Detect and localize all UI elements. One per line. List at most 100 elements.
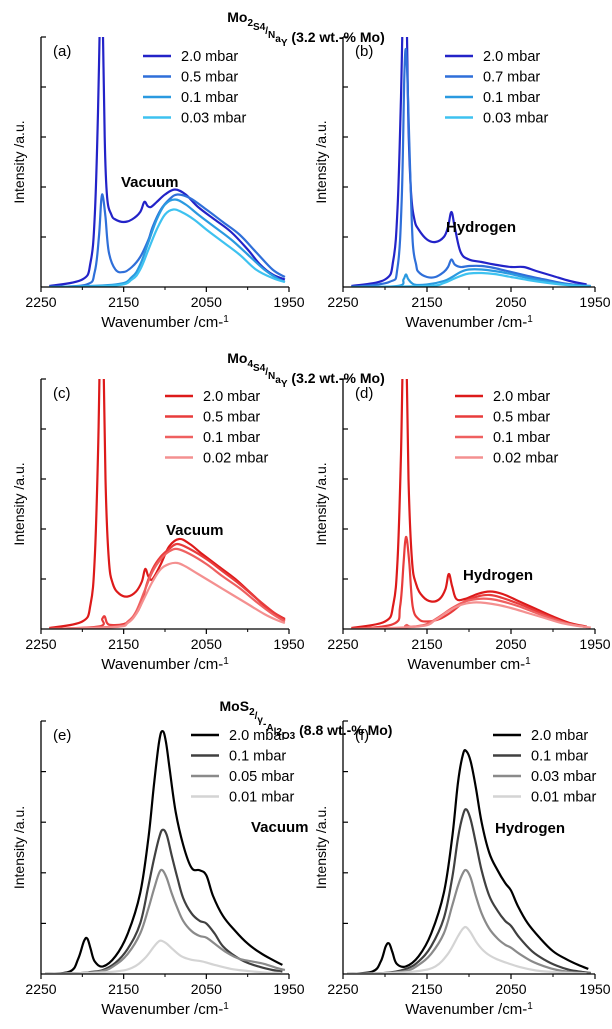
legend-entry: 0.03 mbar [181, 111, 246, 127]
legend-entry: 0.01 mbar [229, 790, 294, 806]
series-line-0.1-mbar [351, 268, 591, 287]
condition-annotation: Vacuum [251, 819, 309, 836]
y-axis-label: Intensity /a.u. [11, 806, 27, 889]
legend-entry: 0.7 mbar [483, 70, 540, 86]
panel-label: (e) [53, 727, 71, 744]
y-axis-label: Intensity /a.u. [11, 462, 27, 545]
series-line-2.0-mbar [44, 730, 283, 974]
condition-annotation: Hydrogen [495, 820, 565, 837]
panel-label: (d) [355, 385, 373, 402]
legend-entry: 0.1 mbar [493, 430, 550, 446]
series-group [351, 37, 591, 287]
series-line-0.03-mbar [351, 271, 591, 287]
legend-entry: 0.02 mbar [493, 451, 558, 467]
legend-entry: 2.0 mbar [229, 728, 286, 744]
x-tick-label: 1950 [273, 294, 304, 310]
series-line-0.03-mbar [347, 868, 591, 974]
series-group [49, 37, 286, 287]
panel-label: (f) [355, 727, 369, 744]
series-line-0.01-mbar [45, 939, 281, 974]
x-tick-label: 1950 [579, 294, 610, 310]
legend-entry: 0.03 mbar [483, 111, 548, 127]
series-line-2.0-mbar [49, 379, 286, 629]
panel-label: (c) [53, 385, 71, 402]
x-tick-label: 2250 [25, 294, 56, 310]
x-tick-label: 1950 [579, 636, 610, 652]
series-group [351, 379, 591, 629]
series-group [49, 379, 286, 629]
x-tick-label: 2250 [25, 636, 56, 652]
panel-a: Mo2S4/NaY (3.2 wt.-% Mo) 2250 2150 2050 1950… [11, 9, 385, 331]
series-group [44, 730, 286, 974]
x-tick-label: 1950 [579, 981, 610, 997]
series-line-2.0-mbar [351, 37, 587, 287]
series-line-0.5-mbar [49, 193, 286, 287]
x-tick-label: 2150 [108, 294, 139, 310]
series-line-0.02-mbar [351, 601, 591, 629]
series-line-0.7-mbar [351, 47, 591, 287]
series-line-0.03-mbar [49, 208, 286, 287]
panel-d: 2250 2150 2050 1950 Wavenumber cm-1 Intensity… [313, 378, 611, 673]
legend-entry: 0.5 mbar [181, 70, 238, 86]
series-line-0.1-mbar [49, 198, 286, 287]
legend-entry: 0.1 mbar [181, 90, 238, 106]
legend-entry: 0.1 mbar [531, 749, 588, 765]
x-tick-label: 2250 [327, 981, 358, 997]
x-tick-label: 2150 [411, 294, 442, 310]
series-line-0.1-mbar [49, 547, 286, 629]
legend-entry: 0.5 mbar [493, 410, 550, 426]
legend-entry: 2.0 mbar [181, 49, 238, 65]
x-tick-label: 2050 [495, 981, 526, 997]
legend-entry: 2.0 mbar [493, 389, 550, 405]
panel-label: (a) [53, 43, 71, 60]
legend-entry: 0.03 mbar [531, 769, 596, 785]
condition-annotation: Vacuum [166, 522, 224, 539]
x-tick-label: 2050 [495, 636, 526, 652]
x-tick-label: 2250 [25, 981, 56, 997]
chart-title: MoS2/γ-Al2O3 (8.8 wt.-% Mo) [220, 698, 393, 742]
x-axis-label: Wavenumber /cm-1 [405, 314, 533, 331]
y-axis-label: Intensity /a.u. [11, 120, 27, 203]
chart-title: Mo2S4/NaY (3.2 wt.-% Mo) [227, 9, 385, 49]
legend-entry: 0.1 mbar [483, 90, 540, 106]
legend-entry: 0.05 mbar [229, 769, 294, 785]
x-tick-label: 2150 [411, 981, 442, 997]
legend-entry: 0.1 mbar [229, 749, 286, 765]
chart-title: Mo4S4/NaY (3.2 wt.-% Mo) [227, 350, 385, 390]
panel-c: Mo4S4/NaY (3.2 wt.-% Mo) 2250 2150 2050 1950… [11, 350, 385, 673]
x-axis-label: Wavenumber /cm-1 [101, 314, 229, 331]
x-tick-label: 1950 [273, 636, 304, 652]
x-tick-label: 2150 [108, 981, 139, 997]
series-line-0.5-mbar [49, 542, 286, 629]
series-line-0.1-mbar [351, 597, 587, 629]
panel-label: (b) [355, 43, 373, 60]
x-tick-label: 2150 [108, 636, 139, 652]
y-axis-label: Intensity /a.u. [313, 806, 329, 889]
legend-entry: 2.0 mbar [203, 389, 260, 405]
legend-entry: 0.1 mbar [203, 430, 260, 446]
legend-entry: 0.01 mbar [531, 790, 596, 806]
series-group [347, 748, 591, 974]
condition-annotation: Hydrogen [463, 567, 533, 584]
panel-b: 2250 2150 2050 1950 Wavenumber /cm-1 Intensit… [313, 36, 611, 331]
x-tick-label: 2150 [411, 636, 442, 652]
x-tick-label: 2050 [191, 981, 222, 997]
x-axis-label: Wavenumber /cm-1 [101, 1001, 229, 1018]
x-tick-label: 1950 [273, 981, 304, 997]
series-line-0.1-mbar [347, 808, 591, 974]
legend-entry: 0.5 mbar [203, 410, 260, 426]
x-tick-label: 2050 [495, 294, 526, 310]
x-tick-label: 2250 [327, 294, 358, 310]
x-tick-label: 2250 [327, 636, 358, 652]
condition-annotation: Vacuum [121, 174, 179, 191]
series-line-0.01-mbar [347, 925, 587, 974]
series-line-0.05-mbar [45, 868, 286, 974]
x-axis-label: Wavenumber cm-1 [407, 656, 531, 673]
x-axis-label: Wavenumber /cm-1 [405, 1001, 533, 1018]
x-tick-label: 2050 [191, 294, 222, 310]
y-axis-label: Intensity /a.u. [313, 462, 329, 545]
series-line-0.5-mbar [351, 535, 587, 629]
condition-annotation: Hydrogen [446, 219, 516, 236]
panel-f: 2250 2150 2050 1950 Wavenumber /cm-1 Intensit… [313, 720, 611, 1018]
